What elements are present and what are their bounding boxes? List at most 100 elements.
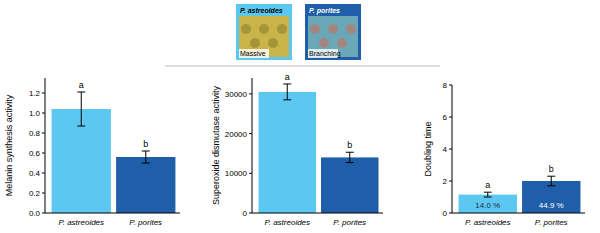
error-line [81, 92, 82, 126]
significance-letter: a [79, 80, 84, 90]
y-tick [449, 213, 452, 214]
bar [321, 157, 379, 213]
y-tick [42, 213, 45, 214]
y-tick-label: 0.2 [29, 189, 41, 198]
error-bar [346, 152, 354, 162]
y-tick [449, 117, 452, 118]
chart-panel: aP. astreoidesbP. porites010000200003000… [211, 72, 383, 227]
y-tick [249, 133, 252, 134]
significance-letter: b [143, 139, 148, 149]
photo-label: P. astreoides [240, 7, 283, 14]
bar [259, 92, 317, 213]
photo [308, 16, 358, 57]
photo-texture [250, 38, 260, 48]
error-cap [547, 176, 555, 177]
chart-panel: aP. astreoidesbP. porites0.00.20.40.60.8… [4, 78, 180, 227]
error-line [487, 192, 488, 197]
photo-caption: Branching [309, 50, 341, 58]
category-label: P. porites [535, 218, 568, 227]
error-line [349, 152, 350, 162]
chart-panel: a14.0 %P. astreoidesb44.9 %P. porites024… [423, 81, 585, 227]
y-tick-label: 0.6 [29, 149, 41, 158]
photo-label: P. porites [309, 7, 340, 15]
photo-texture [268, 38, 278, 48]
y-axis-label: Doubling time [423, 121, 433, 176]
photo-frame [236, 4, 292, 60]
y-tick-label: 0 [443, 209, 448, 218]
y-tick [42, 113, 45, 114]
y-tick [449, 149, 452, 150]
photo-texture [346, 24, 356, 34]
x-axis [45, 213, 180, 214]
category-label: P. astreoides [465, 218, 511, 227]
category-label: P. porites [333, 218, 366, 227]
error-line [145, 151, 146, 163]
y-tick-label: 10000 [225, 169, 248, 178]
photo-texture [328, 24, 338, 34]
photo-texture [259, 24, 269, 34]
category-label: P. porites [129, 218, 162, 227]
y-tick [42, 93, 45, 94]
error-line [551, 176, 552, 186]
error-cap [77, 92, 85, 93]
photo-frame [305, 4, 361, 60]
y-tick [42, 153, 45, 154]
photo-panel: P. porites Branching [305, 4, 361, 60]
x-axis [452, 213, 585, 214]
error-bar [484, 192, 492, 197]
separator [165, 66, 440, 67]
photo [239, 16, 289, 57]
y-tick [249, 173, 252, 174]
bar [459, 195, 517, 213]
error-bar [77, 92, 85, 126]
y-tick-label: 2 [443, 177, 448, 186]
bars [459, 176, 581, 213]
error-cap [142, 151, 150, 152]
y-tick [249, 93, 252, 94]
y-tick-label: 1.2 [29, 89, 41, 98]
error-cap [346, 152, 354, 153]
bar [522, 181, 580, 213]
photo-texture [337, 38, 347, 48]
y-axis-label: Melanin synthesis activity [4, 94, 14, 196]
error-cap [142, 163, 150, 164]
y-tick [42, 133, 45, 134]
error-cap [283, 83, 291, 84]
significance-letter: a [485, 180, 490, 190]
y-tick-label: 20000 [225, 130, 248, 139]
category-label: P. astreoides [58, 218, 104, 227]
error-cap [283, 99, 291, 100]
photo-texture [277, 24, 287, 34]
bar-text: 44.9 % [539, 201, 564, 210]
photo-texture [310, 24, 320, 34]
y-tick [42, 173, 45, 174]
error-cap [484, 197, 492, 198]
y-tick-label: 30000 [225, 90, 248, 99]
y-tick-label: 1.0 [29, 109, 41, 118]
category-label: P. astreoides [264, 218, 310, 227]
photo-texture [319, 38, 329, 48]
error-bar [142, 151, 150, 163]
y-tick-label: 6 [443, 113, 448, 122]
error-cap [547, 185, 555, 186]
y-axis-label: Superoxide dismutase activity [211, 85, 221, 205]
x-axis [252, 213, 383, 214]
significance-letter: b [347, 140, 352, 150]
photo-caption: Massive [240, 50, 266, 57]
y-tick [449, 85, 452, 86]
error-line [287, 84, 288, 100]
y-tick [42, 193, 45, 194]
error-cap [77, 126, 85, 127]
error-bar [547, 176, 555, 186]
y-tick-label: 8 [443, 81, 448, 90]
photo-texture [241, 24, 251, 34]
error-bar [283, 84, 291, 100]
caption-bg [239, 49, 269, 58]
y-tick [449, 181, 452, 182]
bars [259, 84, 379, 213]
y-tick-label: 0.4 [29, 169, 41, 178]
bar-text: 14.0 % [475, 201, 500, 210]
y-tick [249, 213, 252, 214]
y-tick-label: 4 [443, 145, 448, 154]
y-axis [252, 78, 253, 213]
